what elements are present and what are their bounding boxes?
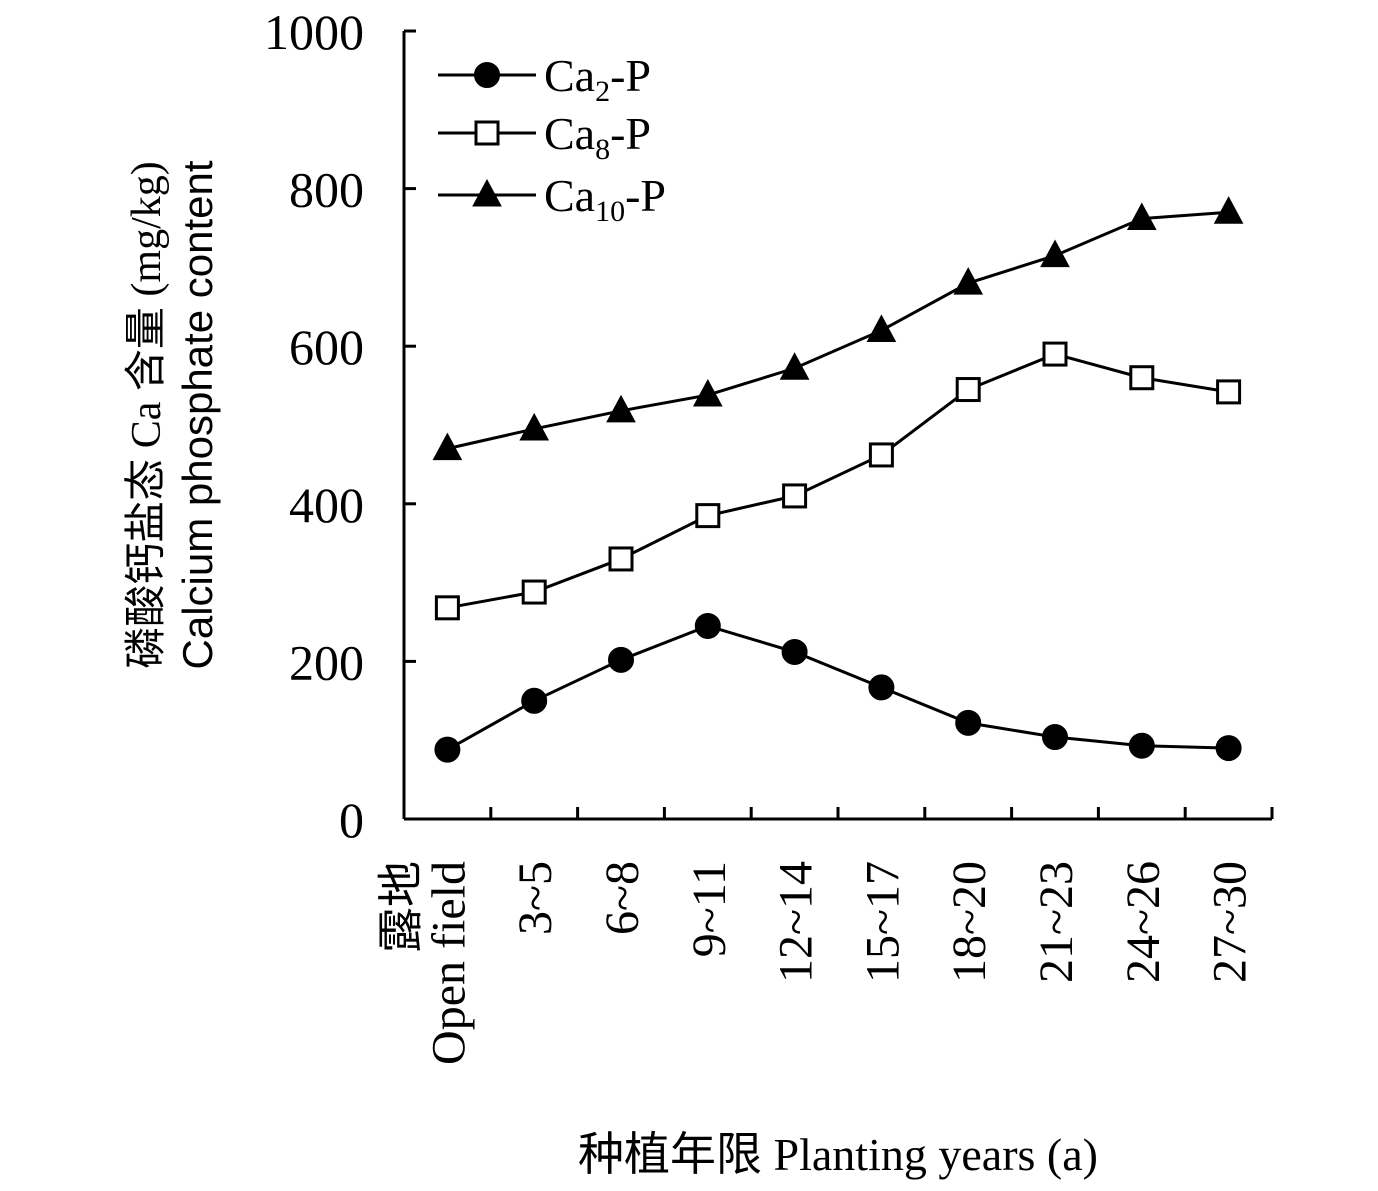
data-point bbox=[434, 595, 460, 621]
x-tick-label-zh: 露地 bbox=[375, 861, 426, 953]
data-point bbox=[608, 546, 634, 572]
data-point bbox=[1040, 239, 1070, 268]
y-axis-label-zh: 磷酸钙盐态 Ca 含量 (mg/kg) bbox=[124, 161, 170, 668]
x-tick-label: 3~5 bbox=[509, 861, 562, 935]
series-ca2-p bbox=[434, 612, 1242, 763]
data-point bbox=[606, 394, 636, 423]
series-line bbox=[446, 624, 1229, 751]
legend-item: Ca2-P bbox=[438, 50, 651, 108]
data-point bbox=[692, 379, 723, 407]
data-point bbox=[782, 483, 808, 509]
legend-item: Ca10-P bbox=[438, 170, 666, 228]
data-point bbox=[519, 412, 550, 441]
legend-marker bbox=[474, 120, 500, 146]
legend-marker bbox=[474, 62, 500, 88]
legend-marker bbox=[472, 178, 502, 207]
x-tick-label: 15~17 bbox=[856, 861, 909, 983]
legend-label: Ca2-P bbox=[544, 50, 651, 108]
data-point bbox=[434, 736, 461, 763]
data-point bbox=[953, 267, 984, 295]
data-point bbox=[1042, 724, 1068, 751]
data-point bbox=[521, 579, 547, 605]
y-tick-label: 400 bbox=[289, 477, 364, 533]
series-line bbox=[447, 352, 1229, 610]
x-tick-label: 27~30 bbox=[1204, 861, 1257, 983]
data-point bbox=[1213, 196, 1244, 224]
y-tick-label: 0 bbox=[339, 792, 364, 848]
data-point bbox=[955, 709, 982, 736]
data-point bbox=[1215, 735, 1242, 762]
x-axis-label: 种植年限 Planting years (a) bbox=[578, 1129, 1098, 1180]
x-tick-label: Open field bbox=[422, 861, 475, 1065]
data-point bbox=[779, 352, 810, 380]
data-point bbox=[1126, 202, 1157, 231]
data-point bbox=[868, 442, 894, 468]
data-point bbox=[868, 674, 895, 701]
data-point bbox=[694, 612, 721, 639]
y-tick-label: 600 bbox=[289, 319, 364, 375]
data-point bbox=[1129, 365, 1155, 391]
data-point bbox=[608, 646, 634, 673]
x-tick-label: 24~26 bbox=[1117, 861, 1170, 983]
data-point bbox=[781, 638, 808, 665]
legend-label: Ca8-P bbox=[544, 108, 651, 166]
x-tick-label: 9~11 bbox=[683, 861, 736, 957]
data-point bbox=[521, 687, 548, 714]
x-tick-label: 18~20 bbox=[943, 861, 996, 983]
data-point bbox=[955, 377, 981, 403]
data-point bbox=[432, 432, 463, 461]
series-line bbox=[447, 210, 1229, 451]
x-tick-label: 12~14 bbox=[770, 861, 823, 983]
y-tick-label: 800 bbox=[289, 162, 364, 218]
data-point bbox=[1216, 379, 1242, 405]
x-tick-label: 6~8 bbox=[596, 861, 649, 935]
y-tick-label: 1000 bbox=[264, 4, 364, 60]
series-layer bbox=[432, 196, 1244, 763]
data-point bbox=[695, 503, 721, 529]
y-tick-label: 200 bbox=[289, 634, 364, 690]
data-point bbox=[1128, 732, 1155, 759]
data-point bbox=[1042, 341, 1068, 367]
series-ca8-p bbox=[434, 341, 1242, 621]
series-ca10-p bbox=[432, 196, 1244, 461]
legend-item: Ca8-P bbox=[438, 108, 651, 166]
data-point bbox=[866, 314, 897, 342]
y-axis-label-en: Calcium phosphate content bbox=[174, 160, 221, 669]
legend-label: Ca10-P bbox=[544, 170, 666, 228]
x-tick-label: 21~23 bbox=[1030, 861, 1083, 983]
